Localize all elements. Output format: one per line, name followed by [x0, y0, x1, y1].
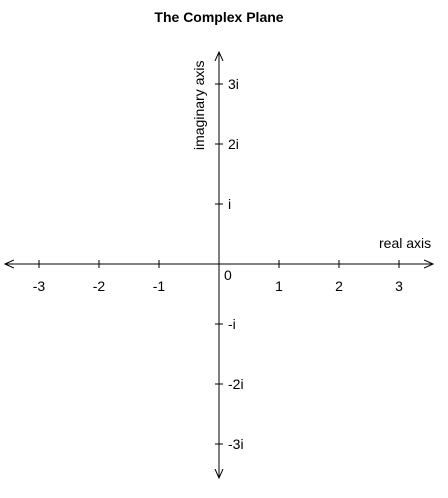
real-tick-label: -1 [153, 278, 166, 294]
real-axis-label: real axis [379, 235, 431, 251]
imaginary-tick-label: i [228, 196, 231, 212]
real-tick-label: -2 [93, 278, 106, 294]
real-tick-label: -3 [33, 278, 46, 294]
imaginary-tick-label: -3i [228, 436, 244, 452]
real-tick-label: 1 [275, 278, 283, 294]
imaginary-ticks-group: 3i 2i i -i -2i -3i [215, 76, 244, 452]
real-tick-label: 2 [335, 278, 343, 294]
real-ticks-group: -3 -2 -1 1 2 3 [33, 260, 403, 294]
diagram-title: The Complex Plane [154, 9, 283, 25]
imaginary-tick-label: 2i [228, 136, 239, 152]
imaginary-tick-label: -i [228, 316, 236, 332]
imaginary-axis-label: imaginary axis [191, 61, 207, 150]
imaginary-tick-label: -2i [228, 376, 244, 392]
real-tick-label: 3 [395, 278, 403, 294]
origin-label: 0 [224, 267, 232, 283]
imaginary-tick-label: 3i [228, 76, 239, 92]
